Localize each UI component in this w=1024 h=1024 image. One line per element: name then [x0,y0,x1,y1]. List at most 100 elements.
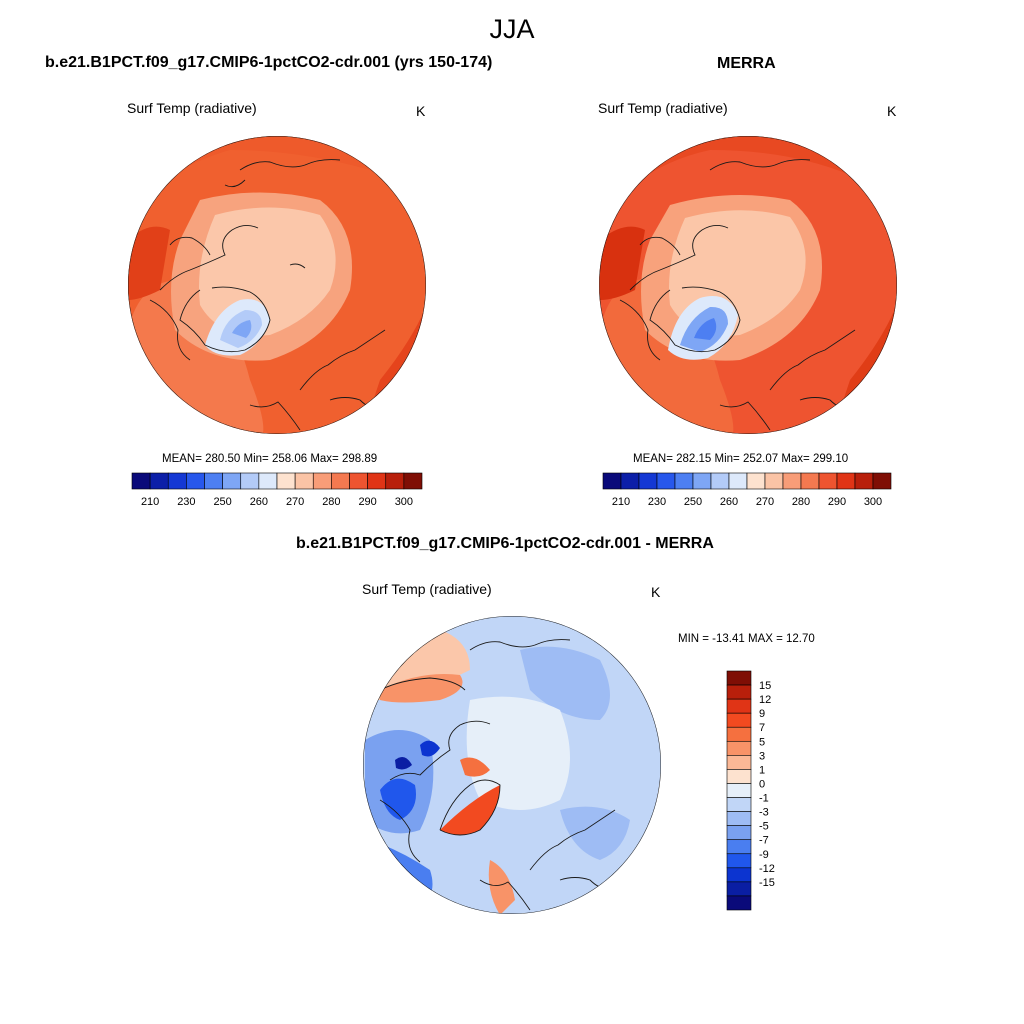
colorbar-3-swatch-6 [726,755,752,770]
colorbar-2-swatch-1 [620,472,640,490]
colorbar-2-tick-label: 230 [648,496,666,508]
colorbar-3-swatch-13 [726,853,752,869]
colorbar-2-tick-label: 280 [792,496,810,508]
colorbar-3-tick-label: 7 [759,722,765,734]
colorbar-1-tick-label: 270 [286,496,304,508]
colorbar-3-tick-label: -3 [759,807,769,819]
colorbar-1-swatch-2 [167,472,187,490]
colorbar-1-tick-label: 280 [322,496,340,508]
colorbar-3-tick-label: 15 [759,680,771,692]
colorbar-2-swatch-13 [836,472,856,490]
colorbar-3-tick-label: -1 [759,793,769,805]
colorbar-1-swatch-12 [349,472,368,490]
colorbar-1-tick-label: 210 [141,496,159,508]
colorbar-1-tick-label: 230 [177,496,195,508]
colorbar-2-swatch-8 [746,472,766,490]
colorbar-2-swatch-7 [728,472,748,490]
colorbar-1-swatch-9 [294,472,314,490]
colorbar-3-swatch-5 [726,740,752,756]
panel-3-colorbar: 15 12 9 7 5 3 1 0 -1 -3 -5 -7 -9 -12 -15 [726,670,775,911]
colorbar-3-tick-label: 5 [759,736,765,748]
panel-2-title: MERRA [717,55,776,72]
colorbar-3-swatch-2 [726,698,752,714]
colorbar-1-swatch-0 [131,472,151,490]
panel-3-title: b.e21.B1PCT.f09_g17.CMIP6-1pctCO2-cdr.00… [296,535,714,552]
colorbar-1-tick-label: 300 [395,496,413,508]
colorbar-1-swatch-6 [240,472,260,490]
panel-3-variable-label: Surf Temp (radiative) [362,581,492,597]
colorbar-2-tick-label: 300 [864,496,882,508]
panel-3-units-label: K [651,584,661,600]
figure-title: JJA [489,14,535,44]
colorbar-1-swatch-13 [367,472,387,490]
colorbar-2-swatch-5 [692,472,712,490]
panel-1-colorbar: 210 230 250 260 270 280 290 300 [131,472,423,508]
colorbar-3-swatch-14 [726,867,752,883]
colorbar-2-swatch-0 [602,472,622,490]
colorbar-1-swatch-15 [403,472,423,490]
panel-1-map [128,136,426,434]
panel-2-units-label: K [887,103,897,119]
colorbar-1-swatch-14 [385,472,405,490]
colorbar-2-swatch-6 [710,472,730,490]
panel-1-variable-label: Surf Temp (radiative) [127,100,257,116]
colorbar-3-tick-label: 3 [759,750,765,762]
colorbar-3-swatch-16 [726,895,752,911]
colorbar-3-tick-label: 9 [759,708,765,720]
colorbar-3-tick-label: 0 [759,778,765,790]
colorbar-3-swatch-1 [726,684,752,700]
colorbar-1-swatch-1 [149,472,169,490]
panel-1-units-label: K [416,103,426,119]
panel-3-stats: MIN = -13.41 MAX = 12.70 [678,633,815,645]
colorbar-2-swatch-11 [800,472,820,490]
panel-1-title: b.e21.B1PCT.f09_g17.CMIP6-1pctCO2-cdr.00… [45,54,493,71]
panel-3-map [363,616,661,914]
colorbar-1-tick-label: 290 [358,496,376,508]
colorbar-3-swatch-8 [726,783,752,798]
colorbar-3-swatch-10 [726,811,752,826]
colorbar-1-swatch-8 [276,472,296,490]
colorbar-1-tick-label: 260 [250,496,268,508]
colorbar-3-tick-label: -5 [759,821,769,833]
panel-2-map [599,136,897,434]
colorbar-1-swatch-4 [204,472,223,490]
colorbar-3-tick-label: 1 [759,764,765,776]
colorbar-3-swatch-3 [726,712,752,728]
colorbar-3-tick-label: -12 [759,863,775,875]
colorbar-2-swatch-9 [764,472,784,490]
colorbar-3-swatch-4 [726,726,752,742]
colorbar-3-tick-label: -15 [759,877,775,889]
panel-2-stats: MEAN= 282.15 Min= 252.07 Max= 299.10 [633,453,849,465]
colorbar-3-swatch-15 [726,881,752,897]
colorbar-2-swatch-3 [656,472,676,490]
colorbar-1-swatch-10 [312,472,332,490]
colorbar-2-swatch-2 [638,472,658,490]
panel-2-variable-label: Surf Temp (radiative) [598,100,728,116]
colorbar-1-swatch-3 [186,472,205,490]
colorbar-3-swatch-7 [726,769,752,784]
colorbar-2-swatch-4 [674,472,694,490]
colorbar-2-swatch-14 [854,472,874,490]
colorbar-2-swatch-12 [818,472,838,490]
colorbar-3-tick-label: -9 [759,849,769,861]
panel-2-colorbar: 210 230 250 260 270 280 290 300 [602,472,892,508]
colorbar-2-swatch-15 [872,472,892,490]
colorbar-2-tick-label: 250 [684,496,702,508]
colorbar-3-swatch-0 [726,670,752,686]
colorbar-3-swatch-12 [726,839,752,855]
colorbar-1-swatch-5 [222,472,242,490]
colorbar-2-tick-label: 260 [720,496,738,508]
panel-1-stats: MEAN= 280.50 Min= 258.06 Max= 298.89 [162,453,378,465]
colorbar-3-tick-label: 12 [759,694,771,706]
colorbar-2-tick-label: 290 [828,496,846,508]
colorbar-2-swatch-10 [782,472,802,490]
colorbar-1-swatch-7 [258,472,278,490]
colorbar-1-swatch-11 [331,472,350,490]
colorbar-1-tick-label: 250 [213,496,231,508]
colorbar-3-swatch-11 [726,825,752,841]
colorbar-3-tick-label: -7 [759,835,769,847]
colorbar-2-tick-label: 270 [756,496,774,508]
colorbar-3-swatch-9 [726,797,752,812]
colorbar-2-tick-label: 210 [612,496,630,508]
